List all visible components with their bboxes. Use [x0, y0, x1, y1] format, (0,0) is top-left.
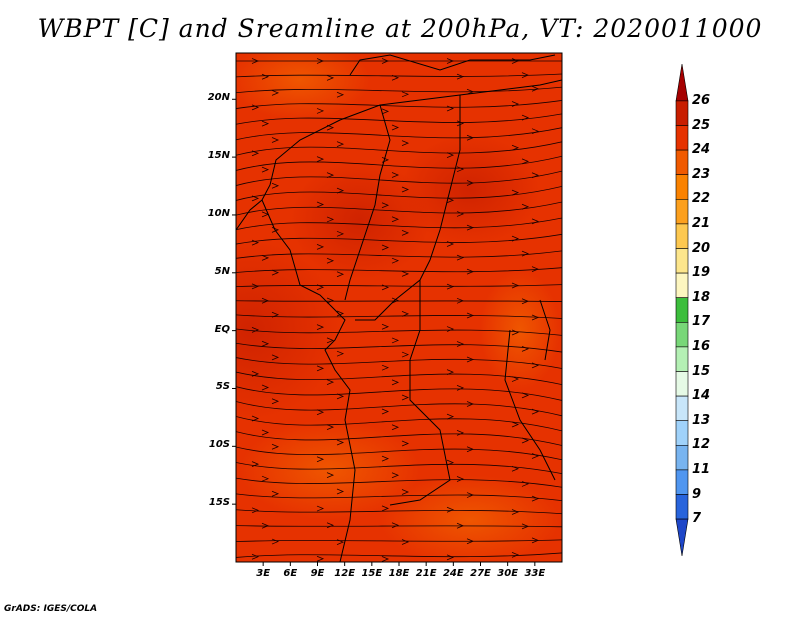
colorbar-swatch [675, 199, 689, 225]
colorbar-swatch [675, 223, 689, 249]
colorbar-label: 25 [692, 117, 711, 133]
colorbar-swatch [675, 420, 689, 446]
colorbar-swatch [675, 149, 689, 176]
colorbar-swatch [675, 272, 689, 299]
colorbar-swatch [675, 321, 689, 348]
colorbar-swatch [675, 518, 689, 557]
lat-label: 15N [207, 150, 230, 162]
streamlines [236, 58, 562, 562]
lat-label: 15S [208, 497, 230, 509]
colorbar-swatch [675, 444, 689, 471]
colorbar-label: 13 [692, 412, 711, 428]
temperature-field [236, 53, 562, 562]
lon-label: 3E [256, 568, 271, 579]
colorbar-label: 15 [692, 363, 711, 379]
colorbar-swatch [675, 174, 689, 200]
lat-label: 5S [215, 381, 230, 393]
colorbar-label: 18 [692, 289, 711, 305]
lon-label: 21E [415, 568, 437, 579]
lat-label: 10N [207, 207, 230, 219]
colorbar-swatch [675, 395, 689, 422]
colorbar-swatch [675, 248, 689, 274]
colorbar-label: 23 [692, 166, 711, 182]
colorbar-swatch [675, 371, 689, 397]
colorbar-label: 24 [692, 142, 711, 158]
colorbar-swatch [675, 125, 689, 151]
map-title: WBPT [C] and Sreamline at 200hPa, VT: 20… [37, 14, 763, 43]
colorbar-label: 7 [692, 511, 702, 527]
colorbar-swatch [675, 346, 689, 372]
colorbar-swatch [675, 63, 689, 102]
credit-text: GrADS: IGES/COLA [4, 604, 98, 614]
lat-label: 10S [208, 439, 230, 451]
lon-label: 6E [283, 568, 298, 579]
colorbar-label: 14 [692, 388, 711, 404]
lon-label: 27E [470, 568, 491, 579]
colorbar-label: 19 [692, 265, 711, 281]
lat-label: EQ [214, 323, 230, 335]
lon-label: 9E [310, 568, 325, 579]
colorbar-swatch [675, 297, 689, 323]
colorbar-label: 21 [692, 215, 711, 231]
colorbar-label: 12 [692, 437, 711, 453]
colorbar-swatch [675, 469, 689, 495]
colorbar-label: 20 [692, 240, 711, 256]
lat-label: 20N [207, 92, 230, 104]
colorbar-label: 22 [692, 191, 711, 207]
colorbar-label: 26 [692, 92, 711, 108]
axis-ticks [232, 98, 536, 566]
lon-label: 18E [388, 568, 410, 579]
lon-label: 24E [442, 568, 464, 579]
lon-label: 12E [334, 568, 356, 579]
colorbar-label: 17 [692, 314, 711, 330]
colorbar-label: 16 [692, 338, 711, 354]
colorbar-label: 9 [692, 486, 702, 502]
colorbar-swatch [675, 100, 689, 126]
colorbar-label: 11 [692, 461, 711, 477]
lon-label: 15E [361, 568, 383, 579]
lon-label: 30E [497, 568, 519, 579]
colorbar-swatch [675, 494, 689, 520]
country-borders [236, 54, 562, 562]
lat-label: 5N [214, 265, 230, 277]
lon-label: 33E [524, 568, 546, 579]
